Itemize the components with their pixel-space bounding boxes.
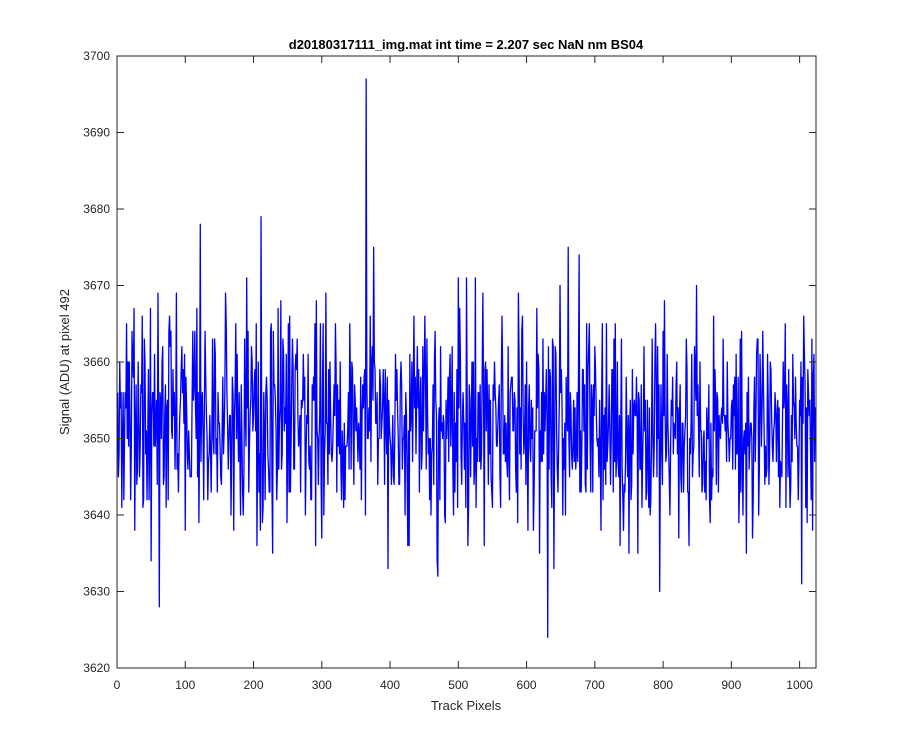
x-tick-label: 500 bbox=[448, 678, 468, 692]
x-tick-label: 700 bbox=[585, 678, 605, 692]
x-tick-label: 600 bbox=[517, 678, 537, 692]
x-tick-label: 300 bbox=[312, 678, 332, 692]
x-tick-label: 900 bbox=[721, 678, 741, 692]
x-tick-label: 200 bbox=[244, 678, 264, 692]
y-tick-label: 3660 bbox=[83, 355, 110, 369]
y-tick-label: 3670 bbox=[83, 279, 110, 293]
y-tick-label: 3640 bbox=[83, 508, 110, 522]
y-axis-label: Signal (ADU) at pixel 492 bbox=[57, 289, 72, 435]
signal-series-line bbox=[117, 78, 817, 639]
y-axis-ticks: 3620 3630 3640 3650 3660 3670 3680 3690 3700 bbox=[83, 49, 816, 675]
y-tick-label: 3680 bbox=[83, 202, 110, 216]
y-tick-label: 3650 bbox=[83, 432, 110, 446]
series-group bbox=[117, 78, 817, 639]
x-axis-ticks: 0 100 200 300 400 500 600 700 800 900 1000 bbox=[114, 56, 813, 692]
x-axis-label: Track Pixels bbox=[431, 698, 502, 713]
x-tick-label: 800 bbox=[653, 678, 673, 692]
y-tick-label: 3700 bbox=[83, 49, 110, 63]
y-tick-label: 3630 bbox=[83, 585, 110, 599]
x-tick-label: 0 bbox=[114, 678, 121, 692]
axes-box bbox=[116, 55, 817, 669]
x-tick-label: 400 bbox=[380, 678, 400, 692]
chart-title: d20180317111_img.mat int time = 2.207 se… bbox=[289, 37, 644, 52]
y-tick-label: 3620 bbox=[83, 661, 110, 675]
y-tick-label: 3690 bbox=[83, 126, 110, 140]
x-tick-label: 100 bbox=[175, 678, 195, 692]
x-tick-label: 1000 bbox=[786, 678, 813, 692]
